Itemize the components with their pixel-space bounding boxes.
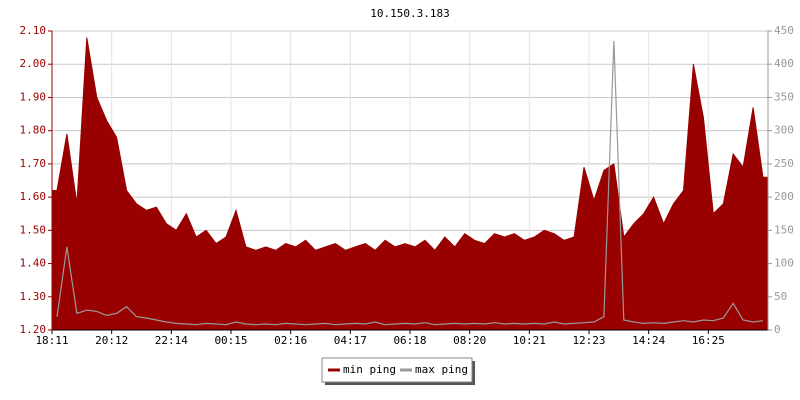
x-tick-label: 18:11 <box>35 334 68 347</box>
y-tick-label: 1.20 <box>20 323 47 336</box>
y-tick-label: 1.40 <box>20 257 47 270</box>
y-tick-label: 1.50 <box>20 223 47 236</box>
y2-tick-label: 250 <box>774 157 794 170</box>
x-tick-label: 02:16 <box>274 334 307 347</box>
legend <box>321 357 473 383</box>
x-tick-label: 06:18 <box>393 334 426 347</box>
y-tick-label: 1.80 <box>20 124 47 137</box>
x-tick-label: 08:20 <box>453 334 486 347</box>
y-tick-label: 1.60 <box>20 190 47 203</box>
y-tick-label: 1.30 <box>20 290 47 303</box>
x-tick-label: 12:23 <box>572 334 605 347</box>
area <box>51 37 769 331</box>
x-tick-label: 10:21 <box>513 334 546 347</box>
y2-tick-label: 400 <box>774 57 794 70</box>
y-tick-label: 1.70 <box>20 157 47 170</box>
line <box>56 40 764 326</box>
legend-label: min ping <box>343 363 396 376</box>
y-tick-label: 2.10 <box>20 24 47 37</box>
y2-tick-label: 150 <box>774 223 794 236</box>
x-tick-label: 22:14 <box>155 334 188 347</box>
y2-tick-label: 450 <box>774 24 794 37</box>
y2-tick-label: 100 <box>774 257 794 270</box>
y2-tick-label: 0 <box>774 323 781 336</box>
x-tick-label: 14:24 <box>632 334 665 347</box>
x-tick-label: 00:15 <box>214 334 247 347</box>
y2-tick-label: 350 <box>774 90 794 103</box>
x-tick-label: 20:12 <box>95 334 128 347</box>
chart-title: 10.150.3.183 <box>370 7 449 20</box>
y2-tick-label: 200 <box>774 190 794 203</box>
x-tick-label: 16:25 <box>692 334 725 347</box>
legend-label: max ping <box>415 363 468 376</box>
x-tick-label: 04:17 <box>334 334 367 347</box>
y-tick-label: 2.00 <box>20 57 47 70</box>
y2-tick-label: 300 <box>774 124 794 137</box>
y-tick-label: 1.90 <box>20 90 47 103</box>
y2-tick-label: 50 <box>774 290 787 303</box>
